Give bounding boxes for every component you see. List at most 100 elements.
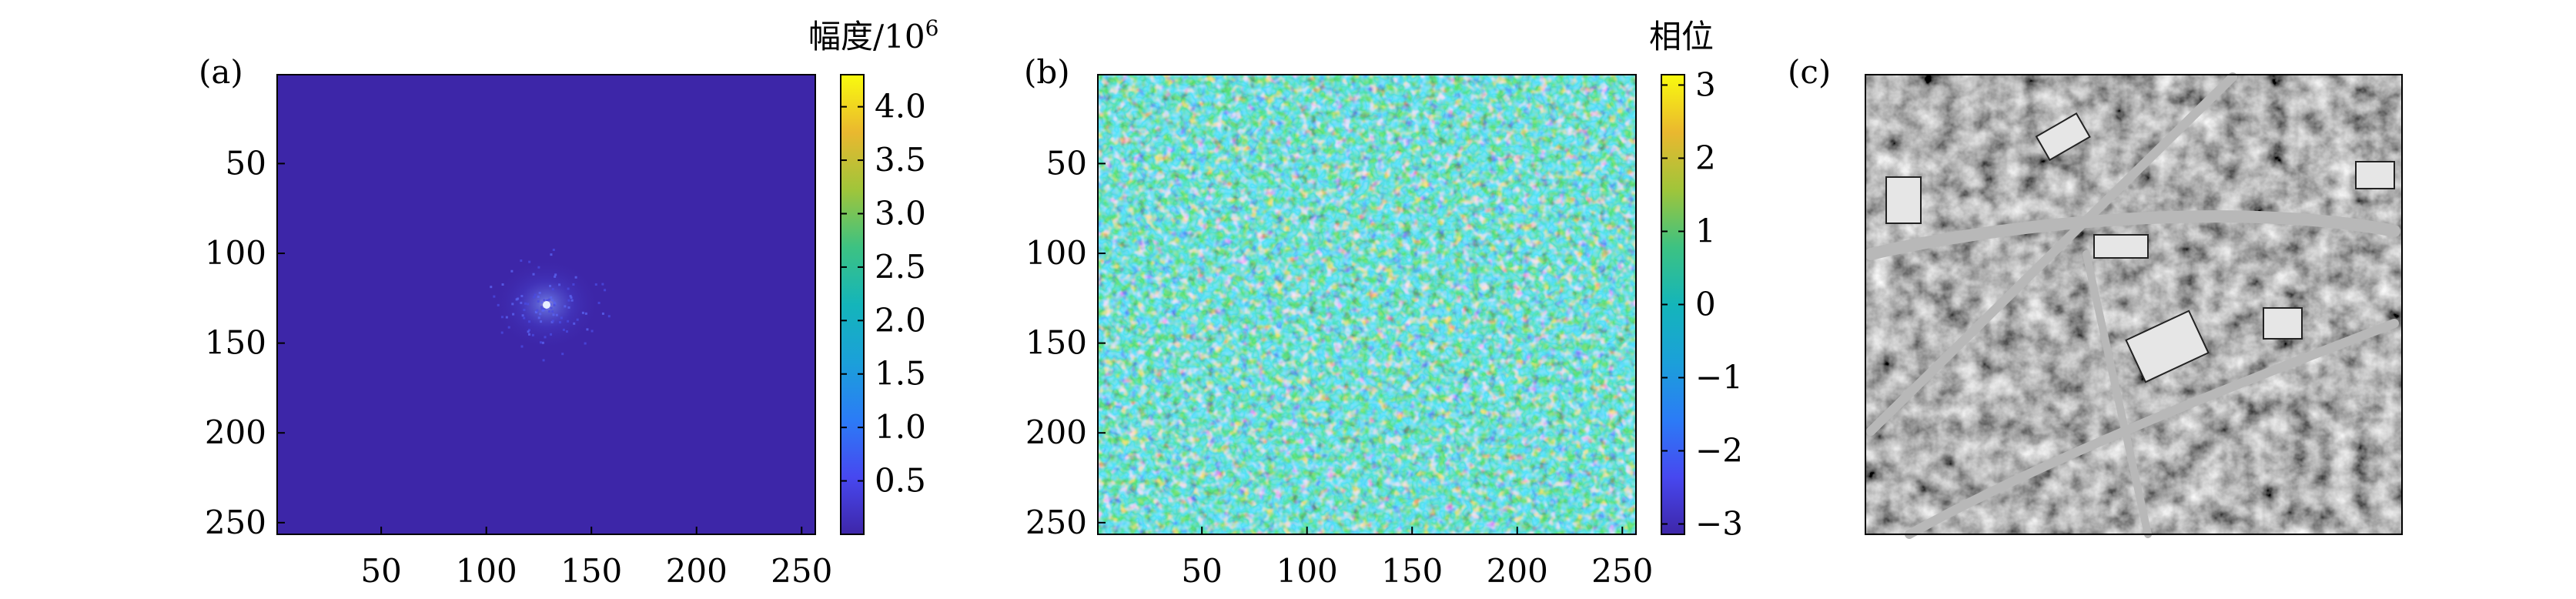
spectrum-speckle	[553, 303, 556, 306]
spectrum-speckle	[555, 313, 558, 316]
spectrum-speckle	[500, 331, 503, 334]
panel-c-label: (c)	[1788, 53, 1831, 91]
panel-a-axes: 50 100 150 200 250 50 100 150 200 250	[205, 144, 833, 590]
spectrum-speckle	[584, 312, 587, 315]
spectrum-speckle	[537, 295, 540, 298]
spectrum-speckle	[601, 312, 604, 315]
spectrum-speckle	[550, 306, 553, 310]
spectrum-speckle	[541, 309, 544, 312]
phase-colorbar-ticks: 3 2 1 0 −1 −2 −3	[1661, 65, 1743, 543]
spectrum-speckle	[523, 316, 526, 320]
panel-a-label: (a)	[199, 53, 243, 91]
spectrum-speckle	[517, 297, 520, 300]
aerial-image-frame	[1865, 74, 2403, 535]
spectrum-speckle	[551, 288, 554, 291]
spectrum-speckle	[527, 303, 530, 306]
spectrum-speckle	[604, 289, 607, 292]
spectrum-speckle	[554, 273, 557, 276]
spectrum-speckle	[505, 316, 508, 319]
x-tick-label: 200	[666, 552, 728, 590]
phase-colorbar-title: 相位	[1649, 18, 1714, 55]
y-tick-label: 150	[205, 324, 266, 362]
spectrum-speckle	[567, 299, 570, 302]
spectrum-speckle	[552, 313, 555, 316]
y-tick-label: 50	[226, 144, 266, 182]
spectrum-speckle	[490, 286, 493, 289]
spectrum-speckle	[550, 253, 553, 256]
x-tick-label: 150	[1381, 552, 1443, 590]
spectrum-speckle	[572, 283, 575, 286]
magnitude-heatmap-frame	[276, 74, 816, 535]
magnitude-colorbar-title: 幅度/106	[808, 15, 938, 55]
spectrum-speckle	[540, 306, 543, 309]
spectrum-speckle	[552, 248, 555, 251]
x-tick-label: 50	[1181, 552, 1222, 590]
building	[2125, 310, 2210, 383]
spectrum-speckle	[553, 301, 556, 304]
phase-heatmap-frame	[1097, 74, 1637, 535]
colorbar-tick-label: 1	[1695, 212, 1716, 249]
colorbar-tick-label: 2.5	[875, 248, 926, 286]
spectrum-speckle	[539, 341, 542, 344]
colorbar-tick-label: 3	[1695, 65, 1716, 103]
y-tick-label: 100	[1025, 234, 1087, 272]
spectrum-speckle	[512, 313, 515, 316]
y-tick-label: 250	[1025, 504, 1087, 541]
spectrum-speckle	[581, 311, 584, 314]
spectrum-speckle	[534, 310, 537, 313]
colorbar-tick-label: −3	[1695, 505, 1743, 543]
spectrum-speckle	[561, 353, 564, 356]
spectrum-speckle	[542, 359, 545, 362]
x-tick-label: 50	[360, 552, 401, 590]
spectrum-speckle	[564, 305, 567, 308]
spectrum-speckle	[501, 283, 504, 286]
y-tick-label: 250	[205, 504, 266, 541]
building	[2355, 161, 2395, 189]
spectrum-speckle	[540, 320, 543, 323]
spectrum-speckle	[573, 322, 576, 325]
spectrum-speckle	[528, 320, 531, 323]
y-tick-label: 100	[205, 234, 266, 272]
spectrum-speckle	[520, 295, 524, 298]
spectrum-speckle	[510, 269, 514, 273]
spectrum-speckle	[574, 276, 577, 279]
building	[1885, 176, 1922, 224]
x-tick-label: 100	[456, 552, 517, 590]
spectrum-speckle	[521, 314, 524, 317]
spectrum-speckle	[527, 330, 530, 333]
y-tick-label: 50	[1046, 144, 1087, 182]
magnitude-colorbar-title-exponent: 6	[925, 15, 939, 41]
magnitude-colorbar-title-text: 幅度/10	[808, 18, 925, 55]
spectrum-speckle	[558, 321, 561, 324]
road-main	[1865, 210, 2400, 260]
spectrum-speckle	[567, 320, 570, 323]
x-tick-label: 250	[1591, 552, 1653, 590]
spectrum-speckle	[507, 326, 510, 329]
spectrum-speckle	[550, 296, 553, 299]
spectrum-speckle	[548, 298, 551, 301]
spectrum-speckle	[537, 266, 540, 269]
spectrum-speckle	[534, 293, 537, 296]
spectrum-speckle	[550, 333, 553, 336]
spectrum-speckle	[562, 328, 565, 331]
spectrum-speckle	[569, 294, 572, 297]
spectrum-speckle	[570, 299, 574, 302]
colorbar-tick-label: −2	[1695, 432, 1743, 470]
spectrum-speckle	[554, 275, 557, 278]
colorbar-tick-label: −1	[1695, 359, 1743, 397]
y-tick-label: 200	[1025, 413, 1087, 451]
spectrum-speckle	[551, 299, 554, 302]
spectrum-speckle	[590, 330, 594, 333]
spectrum-speckle	[601, 283, 604, 286]
building	[2263, 307, 2303, 340]
spectrum-speckle	[523, 308, 526, 311]
magnitude-colorbar	[840, 74, 865, 535]
panel-b-label: (b)	[1024, 53, 1070, 91]
spectrum-speckle	[533, 296, 536, 299]
spectrum-speckle	[567, 306, 570, 309]
spectrum-speckle	[537, 316, 540, 320]
spectrum-speckle	[515, 298, 518, 301]
spectrum-speckle	[520, 301, 523, 304]
spectrum-speckle	[607, 315, 611, 318]
spectrum-speckle	[597, 301, 601, 304]
